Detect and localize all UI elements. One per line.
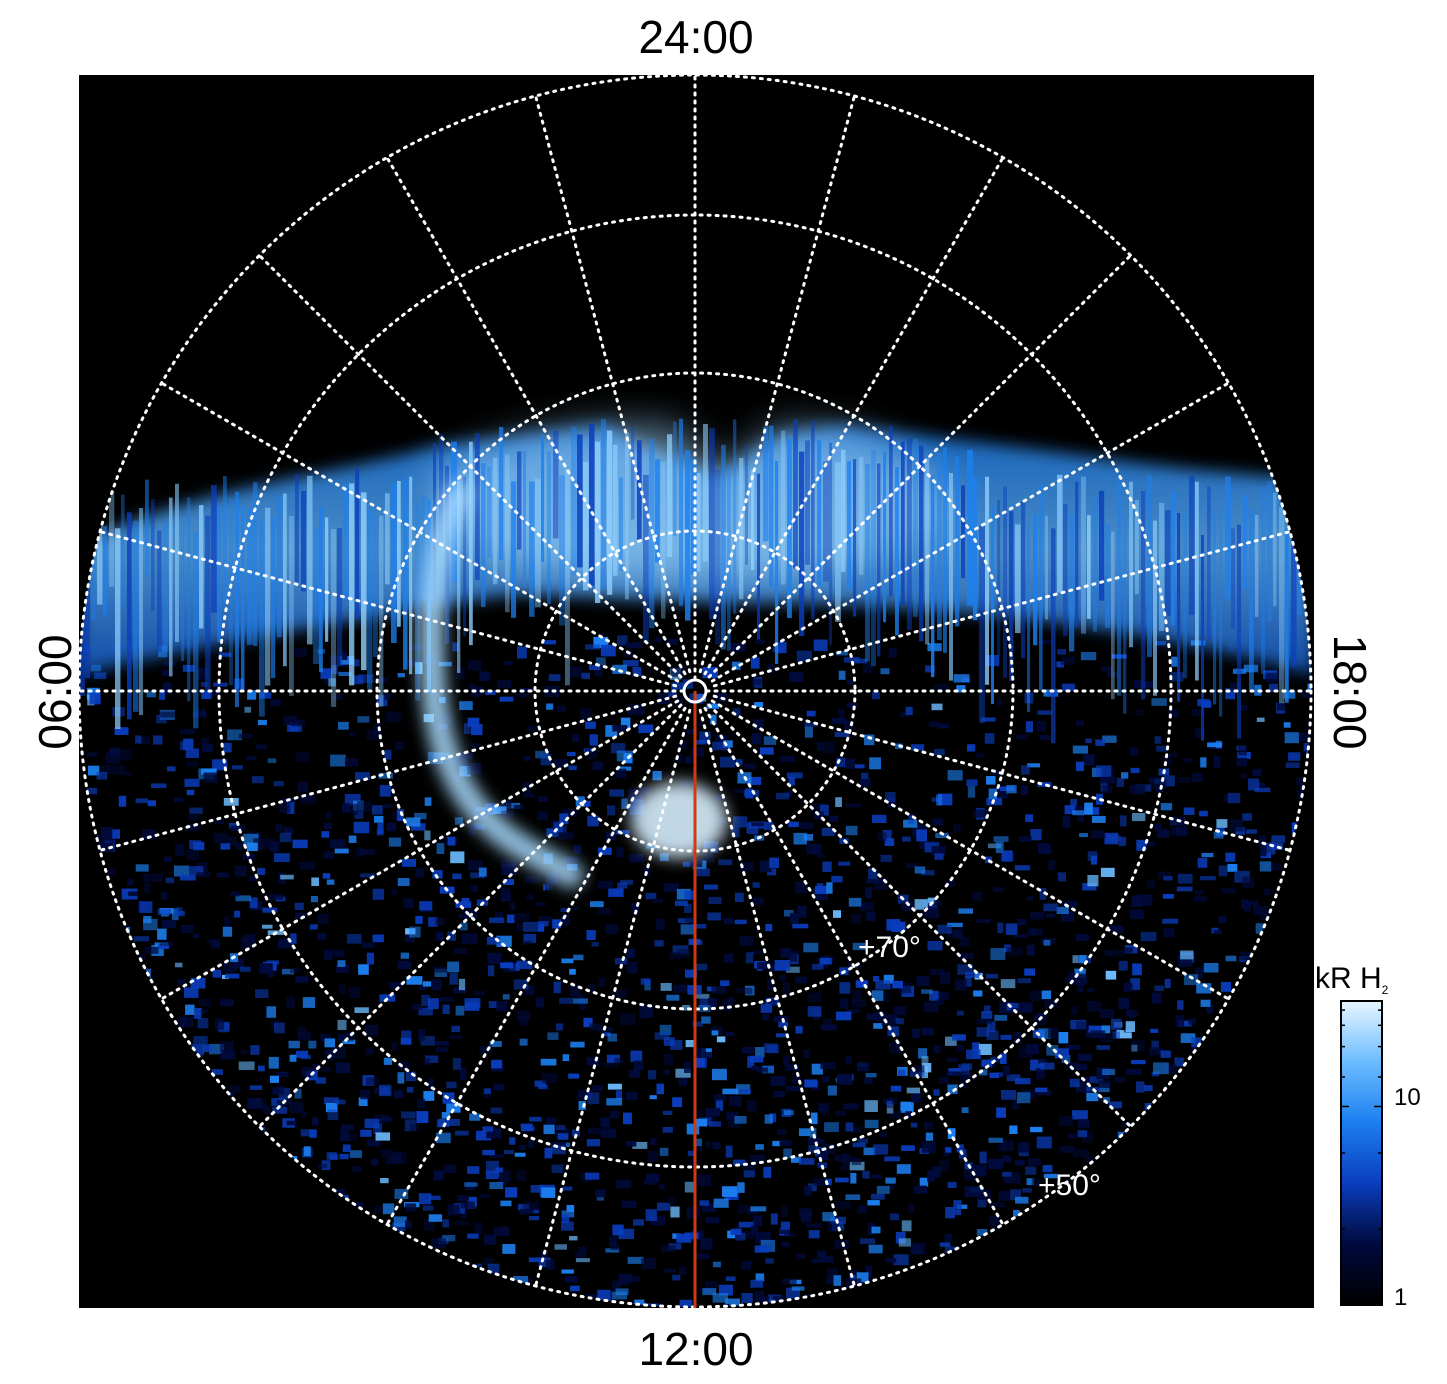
colorbar-title-text: kR H	[1315, 962, 1382, 995]
colorbar-title: kR H2	[1315, 962, 1388, 997]
colorbar-gradient	[1340, 1000, 1383, 1306]
colorbar-title-subscript: 2	[1381, 983, 1389, 997]
latitude-label-70: +70°	[858, 931, 921, 964]
local-time-label-18: 18:00	[1324, 634, 1376, 750]
polar-spot	[631, 782, 727, 858]
local-time-label-06: 06:00	[29, 634, 81, 750]
colorbar-tick-10: 10	[1394, 1084, 1421, 1111]
colorbar-tick-marks	[1341, 1009, 1382, 1306]
pole-marker	[682, 678, 708, 704]
local-time-label-24: 24:00	[638, 11, 754, 63]
polar-aurora-image: +70° +50°	[79, 75, 1314, 1308]
latitude-label-50: +50°	[1038, 1169, 1101, 1202]
local-time-label-12: 12:00	[638, 1323, 754, 1375]
colorbar	[1340, 1000, 1383, 1306]
colorbar-tick-1: 1	[1394, 1284, 1408, 1311]
